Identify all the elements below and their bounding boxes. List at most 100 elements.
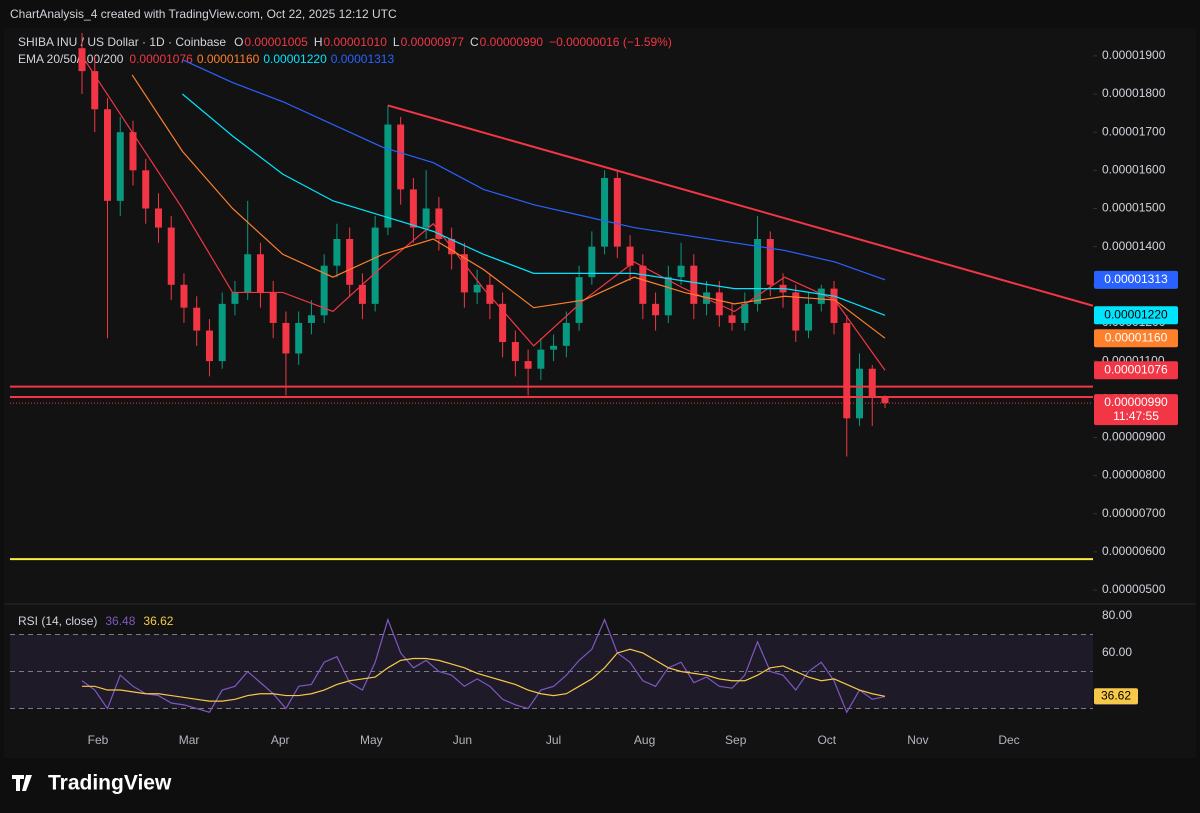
ema-line (81, 55, 886, 371)
candle-body (754, 238, 762, 304)
chart-title: SHIBA INU / US Dollar · 1D · Coinbase (18, 35, 226, 49)
legend-value: 0.00001010 (324, 35, 388, 49)
candle-body (180, 284, 188, 308)
y-tick-label: 0.00001600 (1102, 162, 1166, 176)
legend-change: −0.00000016 (−1.59%) (549, 35, 672, 49)
y-tick-label: 0.00000800 (1102, 468, 1166, 482)
candle-body (537, 349, 545, 369)
x-tick-label: May (360, 733, 383, 747)
candle-body (690, 265, 698, 304)
legend-key: L (393, 35, 400, 49)
candle-body (460, 254, 468, 293)
candle-body (91, 71, 99, 110)
candle-body (282, 322, 290, 354)
ema-value: 0.00001076 (129, 52, 193, 66)
candle-body (473, 284, 481, 293)
candle-body (244, 254, 252, 293)
candle-body (792, 292, 800, 331)
candle-body (193, 307, 201, 331)
ema-value: 0.00001220 (263, 52, 327, 66)
candle-body (397, 124, 405, 190)
ema-value: 0.00001313 (331, 52, 395, 66)
y-tick-label: 0.00000600 (1102, 544, 1166, 558)
y-tick-label: 60.00 (1102, 645, 1132, 659)
candle-body (562, 322, 570, 346)
price-badge (1094, 270, 1178, 289)
candle-body (766, 238, 774, 285)
y-tick-label: 0.00001500 (1102, 201, 1166, 215)
candle-body (499, 303, 507, 343)
y-tick-label: 0.00000700 (1102, 506, 1166, 520)
candle-body (103, 109, 111, 201)
price-badge (1094, 361, 1178, 380)
x-tick-label: Feb (88, 733, 109, 747)
candle-body (881, 397, 889, 404)
candle-body (307, 315, 315, 323)
candle-body (652, 303, 660, 316)
candle-body (384, 124, 392, 228)
candle-body (639, 265, 647, 304)
candle-body (333, 238, 341, 266)
candle-body (728, 315, 736, 323)
candle-body (167, 227, 175, 285)
ema-label: EMA 20/50/100/200 (18, 52, 124, 66)
candle-body (358, 284, 366, 304)
caption: ChartAnalysis_4 created with TradingView… (10, 7, 397, 21)
candle-body (677, 265, 685, 278)
price-badge-label: 0.00001160 (1105, 330, 1168, 344)
y-tick-label: 0.00000900 (1102, 430, 1166, 444)
legend-key: O (234, 35, 243, 49)
price-badge-label: 0.00001220 (1104, 307, 1168, 321)
candle-body (664, 277, 672, 316)
legend-value: 0.00000977 (401, 35, 465, 49)
candle-body (817, 288, 825, 304)
y-tick-label: 0.00001700 (1102, 124, 1166, 138)
candle-body (626, 246, 634, 266)
trendline (387, 104, 1094, 307)
candle-body (524, 361, 532, 369)
y-tick-label: 0.00001900 (1102, 48, 1166, 62)
candle-body (409, 189, 417, 228)
candle-body (613, 177, 621, 247)
candle-body (741, 303, 749, 323)
brand: TradingView (48, 772, 172, 795)
candle-body (231, 292, 239, 304)
countdown: 11:47:55 (1113, 409, 1159, 423)
candle-body (550, 345, 558, 350)
rsi-line (82, 648, 886, 702)
rsi-legend-value: 36.48 (105, 614, 135, 628)
price-badge-label: 0.00001076 (1104, 362, 1168, 376)
candle-body (256, 254, 264, 293)
ema-line (182, 59, 886, 281)
rsi-badge-label: 36.62 (1101, 688, 1131, 702)
x-tick-label: Apr (271, 733, 290, 747)
legend-key: C (470, 35, 479, 49)
candle-body (269, 292, 277, 323)
y-tick-label: 0.00000500 (1102, 582, 1166, 596)
x-tick-label: Dec (998, 733, 1019, 747)
candle-body (830, 288, 838, 323)
legend-value: 0.00000990 (480, 35, 544, 49)
candle-body (422, 208, 430, 228)
x-tick-label: Sep (725, 733, 747, 747)
candle-body (320, 265, 328, 316)
price-badge-label: 0.00001313 (1104, 272, 1168, 286)
candle-body (575, 277, 583, 323)
candle-body (346, 238, 354, 285)
candle-body (511, 342, 519, 362)
candle-body (205, 330, 213, 362)
candle-body (295, 322, 303, 354)
candle-body (805, 303, 813, 331)
candle-body (154, 208, 162, 228)
ema-value: 0.00001160 (197, 52, 260, 66)
rsi-legend-value: 36.62 (143, 614, 173, 628)
legend-key: H (314, 35, 323, 49)
y-tick-label: 0.00001400 (1102, 239, 1166, 253)
price-badge-label: 0.00000990 (1104, 395, 1168, 409)
candle-body (116, 132, 124, 201)
rsi-title: RSI (14, close) (18, 614, 97, 628)
logo (12, 775, 32, 791)
chart-panel (4, 28, 1196, 758)
candle-body (78, 48, 86, 72)
